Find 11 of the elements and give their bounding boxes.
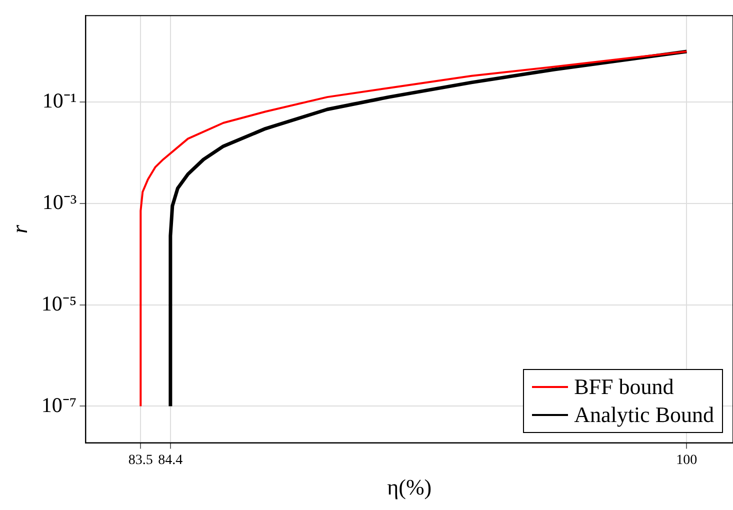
y-tick-label: 10⁻¹ [42,88,77,113]
x-tick-label: 84.4 [158,452,183,468]
legend-label: Analytic Bound [574,400,714,429]
y-axis-title: r [6,224,32,234]
legend-label: BFF bound [574,372,674,401]
x-tick-label: 100 [676,452,698,468]
x-axis-title: η(%) [387,474,432,500]
y-tick-label: 10⁻⁵ [41,291,77,316]
x-tick-label: 83.5 [128,452,153,468]
y-tick-label: 10⁻³ [42,190,77,214]
y-tick-label: 10⁻⁷ [41,392,77,417]
